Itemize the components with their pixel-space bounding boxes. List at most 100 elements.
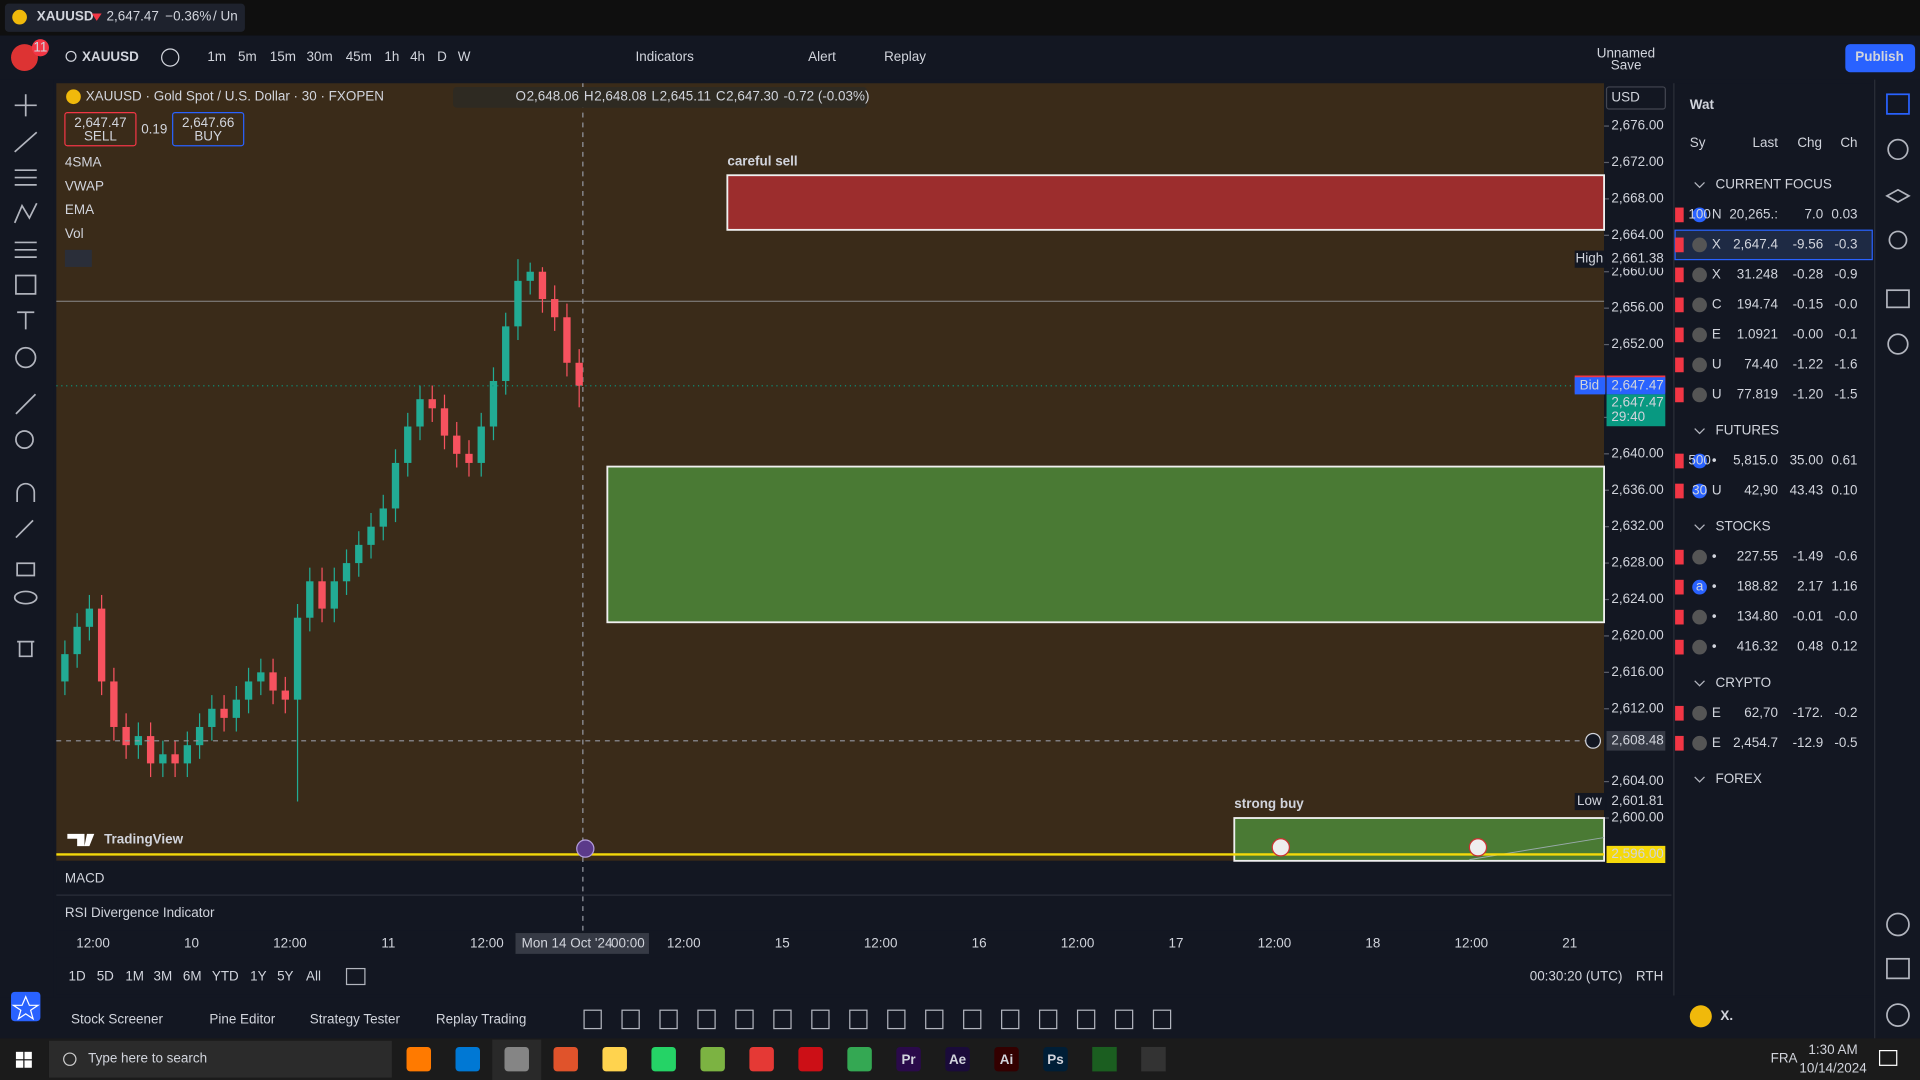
taskbar-app[interactable]	[406, 1046, 432, 1072]
taskbar-app[interactable]	[994, 1046, 1019, 1072]
pencil-tool[interactable]	[15, 519, 34, 539]
bottom-tab[interactable]: Pine Editor	[209, 1012, 275, 1027]
row-flag[interactable]	[1675, 483, 1684, 499]
trash-tool[interactable]	[17, 640, 35, 658]
drawing-tool-icon[interactable]	[773, 1009, 792, 1030]
taskbar-app[interactable]	[1043, 1046, 1068, 1072]
taskbar-app[interactable]	[602, 1046, 627, 1072]
collapse-button[interactable]	[64, 249, 92, 267]
row-flag[interactable]	[1675, 297, 1684, 313]
alerts-icon[interactable]	[1887, 138, 1909, 161]
crosshair-tool[interactable]	[14, 94, 37, 117]
interval[interactable]: 1m	[207, 49, 226, 64]
row-flag[interactable]	[1675, 705, 1684, 721]
row-symbol[interactable]: E	[1712, 705, 1721, 720]
row-symbol[interactable]: •	[1712, 639, 1717, 654]
row-flag[interactable]	[1675, 579, 1684, 595]
range-button[interactable]: All	[306, 969, 321, 984]
taskbar-app[interactable]	[455, 1046, 480, 1072]
lock-tool[interactable]	[16, 562, 36, 577]
row-symbol[interactable]: U	[1712, 386, 1722, 401]
pane-title[interactable]: RSI Divergence Indicator	[65, 905, 215, 920]
row-icon[interactable]	[1692, 327, 1707, 343]
interval[interactable]: W	[458, 49, 471, 64]
row-icon[interactable]	[1692, 609, 1707, 625]
row-flag[interactable]	[1675, 453, 1684, 469]
section-title[interactable]: CRYPTO	[1716, 675, 1772, 690]
publish-button[interactable]: Publish	[1855, 49, 1904, 64]
avatar[interactable]	[11, 44, 38, 72]
eye-tool[interactable]	[13, 590, 38, 605]
favorites-button[interactable]	[11, 991, 41, 1022]
taskbar-app[interactable]	[553, 1046, 578, 1072]
range-button[interactable]: 6M	[183, 969, 202, 984]
indicator-name[interactable]: Vol	[65, 226, 84, 241]
range-button[interactable]: 1D	[69, 969, 86, 984]
drawing-tool-icon[interactable]	[1038, 1009, 1058, 1030]
browser-tab[interactable]	[4, 3, 245, 32]
taskbar-app[interactable]	[798, 1046, 823, 1072]
bottom-tab[interactable]: Replay Trading	[436, 1012, 526, 1027]
taskbar-app[interactable]	[945, 1046, 970, 1072]
line-tool[interactable]	[14, 131, 38, 153]
legend-title[interactable]: XAUUSD · Gold Spot / U.S. Dollar · 30 · …	[86, 88, 384, 103]
alert-button[interactable]: Alert	[808, 49, 836, 64]
row-icon[interactable]	[1692, 267, 1707, 283]
taskbar-app[interactable]	[1092, 1046, 1117, 1072]
row-icon[interactable]	[1692, 549, 1707, 565]
taskbar-search-text[interactable]: Type here to search	[88, 1051, 207, 1066]
range-button[interactable]: 1M	[125, 969, 144, 984]
drawing-tool-icon[interactable]	[1152, 1009, 1172, 1030]
row-symbol[interactable]: E	[1712, 326, 1721, 341]
watchlist-icon[interactable]	[1886, 93, 1910, 115]
drawing-tool-icon[interactable]	[1001, 1009, 1020, 1030]
drawing-tool-icon[interactable]	[697, 1009, 716, 1030]
row-symbol[interactable]: E	[1712, 735, 1721, 750]
taskbar-app[interactable]	[749, 1046, 774, 1072]
econ-flag[interactable]	[1271, 838, 1290, 857]
start-button[interactable]	[15, 1051, 32, 1068]
session[interactable]: RTH	[1636, 969, 1663, 984]
row-symbol[interactable]: C	[1712, 296, 1722, 311]
interval[interactable]: 1h	[384, 49, 399, 64]
drawing-tool-icon[interactable]	[887, 1009, 906, 1030]
row-flag[interactable]	[1675, 735, 1684, 751]
row-symbol[interactable]: X	[1712, 266, 1721, 281]
range-button[interactable]: 3M	[154, 969, 173, 984]
magnet-tool[interactable]	[16, 482, 36, 503]
range-button[interactable]: 5Y	[277, 969, 293, 984]
row-flag[interactable]	[1675, 639, 1684, 655]
clock-date[interactable]: 10/14/2024	[1799, 1061, 1867, 1076]
calendar-icon[interactable]	[1886, 957, 1910, 980]
row-icon[interactable]	[1692, 237, 1707, 253]
taskbar-app[interactable]	[1141, 1046, 1166, 1072]
taskbar-app[interactable]	[896, 1046, 921, 1072]
row-icon[interactable]	[1692, 453, 1707, 469]
publish-bg[interactable]	[1845, 44, 1916, 73]
indicator-name[interactable]: 4SMA	[65, 154, 102, 169]
taskbar-app[interactable]	[700, 1046, 725, 1072]
tab-change[interactable]: −0.36%	[165, 9, 211, 24]
drawing-tool-icon[interactable]	[849, 1009, 868, 1030]
drawing-tool-icon[interactable]	[659, 1009, 678, 1030]
row-flag[interactable]	[1675, 267, 1684, 283]
pattern-tool[interactable]	[13, 202, 38, 224]
taskbar-app[interactable]	[847, 1046, 872, 1072]
indicator-name[interactable]: EMA	[65, 202, 94, 217]
forecast-tool[interactable]	[14, 241, 37, 258]
bottom-tab[interactable]: Stock Screener	[71, 1012, 163, 1027]
tab-price[interactable]: 2,647.47	[107, 9, 159, 24]
indicators-button[interactable]: Indicators	[636, 49, 695, 64]
watchlist-title[interactable]: Wat	[1690, 97, 1715, 112]
clock-time[interactable]: 1:30 AM	[1808, 1042, 1857, 1057]
row-symbol[interactable]: X	[1712, 236, 1721, 251]
section-title[interactable]: FOREX	[1716, 771, 1762, 786]
row-flag[interactable]	[1675, 237, 1684, 253]
interval[interactable]: 4h	[410, 49, 425, 64]
interval[interactable]: 5m	[238, 49, 257, 64]
row-icon[interactable]	[1692, 735, 1707, 751]
row-flag[interactable]	[1675, 549, 1684, 565]
row-icon[interactable]	[1692, 705, 1707, 721]
zoom-tool[interactable]	[15, 430, 34, 450]
crosshair-plus[interactable]	[1585, 732, 1602, 749]
